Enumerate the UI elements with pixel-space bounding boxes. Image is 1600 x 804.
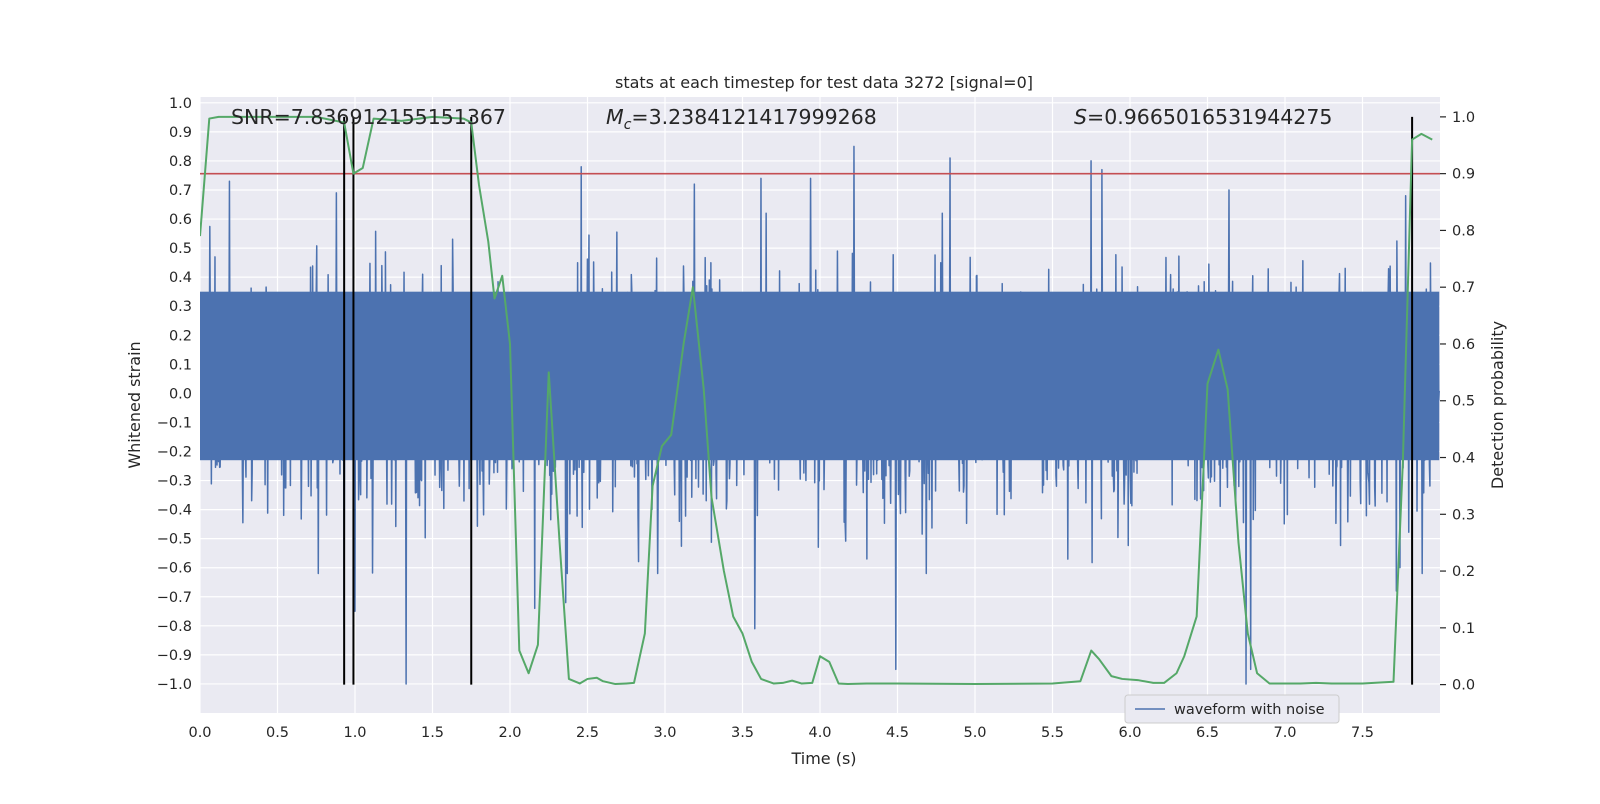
- y-tick-label: −0.7: [157, 590, 192, 606]
- y-tick-label: −1.0: [157, 677, 192, 693]
- plot-series: [200, 115, 1440, 686]
- waveform-series: [200, 145, 1440, 685]
- y-tick-label: −0.4: [157, 503, 192, 519]
- x-tick-label: 0.0: [188, 725, 211, 741]
- y-tick-label: −0.8: [157, 619, 192, 635]
- y-right-axis-label: Detection probability: [1488, 321, 1507, 489]
- axis-ticks: 0.0 0.5 1.0 1.5 2.0 2.5 3.0 3.5 4.0 4.5 5.0 5.5 6.0 6…: [157, 96, 1475, 741]
- chart-title: stats at each timestep for test data 327…: [615, 73, 1033, 92]
- y-right-tick-label: 0.8: [1452, 223, 1475, 239]
- snr-annotation: SNR=7.836912155151367: [231, 105, 506, 129]
- x-tick-label: 1.0: [343, 725, 366, 741]
- y-tick-label: 0.5: [169, 241, 192, 257]
- y-tick-label: 0.9: [169, 125, 192, 141]
- y-tick-label: 0.2: [169, 328, 192, 344]
- chirp-mass-annotation: Mc=3.2384121417999268: [606, 105, 877, 133]
- chirp-mass-symbol: M: [606, 105, 624, 129]
- s-score-annotation: S=0.9665016531944275: [1074, 105, 1332, 129]
- x-tick-label: 7.5: [1351, 725, 1374, 741]
- y-right-tick-label: 0.1: [1452, 621, 1475, 637]
- legend-box: [1124, 694, 1340, 724]
- y-tick-label: 0.3: [169, 299, 192, 315]
- y-tick-label: −0.2: [157, 444, 192, 460]
- y-tick-label: −0.5: [157, 532, 192, 548]
- x-tick-label: 5.0: [963, 725, 986, 741]
- y-tick-label: 0.8: [169, 154, 192, 170]
- y-tick-label: 0.1: [169, 357, 192, 373]
- x-axis-label: Time (s): [790, 749, 856, 768]
- x-tick-label: 1.5: [421, 725, 444, 741]
- y-right-tick-label: 0.4: [1452, 451, 1475, 467]
- probability-series: [200, 115, 1440, 686]
- y-tick-label: 0.4: [169, 270, 192, 286]
- y-tick-label: 0.0: [169, 386, 192, 402]
- x-tick-label: 3.0: [653, 725, 676, 741]
- y-right-tick-label: 0.9: [1452, 167, 1475, 183]
- y-tick-label: −0.6: [157, 561, 192, 577]
- y-right-tick-label: 0.0: [1452, 678, 1475, 694]
- x-tick-label: 3.5: [731, 725, 754, 741]
- y-right-tick-label: 0.5: [1452, 394, 1475, 410]
- y-right-tick-label: 0.7: [1452, 280, 1475, 296]
- detection-probability-line: [200, 115, 1433, 686]
- y-right-tick-label: 0.6: [1452, 337, 1475, 353]
- x-tick-label: 2.5: [576, 725, 599, 741]
- legend-label-waveform: waveform with noise: [1174, 702, 1325, 718]
- s-score-value: =0.9665016531944275: [1087, 105, 1332, 129]
- chirp-mass-value: =3.2384121417999268: [631, 105, 876, 129]
- s-score-symbol: S: [1074, 105, 1087, 129]
- x-tick-label: 6.0: [1118, 725, 1141, 741]
- y-right-tick-label: 0.3: [1452, 507, 1475, 523]
- x-tick-label: 0.5: [266, 725, 289, 741]
- x-tick-label: 4.5: [886, 725, 909, 741]
- legend: waveform with noise: [1124, 694, 1340, 724]
- chirp-mass-subscript: c: [624, 117, 632, 133]
- y-right-tick-label: 1.0: [1452, 110, 1475, 126]
- y-axis-label: Whitened strain: [125, 341, 144, 468]
- x-tick-label: 6.5: [1196, 725, 1219, 741]
- y-right-tick-label: 0.2: [1452, 564, 1475, 580]
- y-tick-label: 0.7: [169, 183, 192, 199]
- x-tick-label: 7.0: [1273, 725, 1296, 741]
- y-tick-label: 1.0: [169, 96, 192, 112]
- y-tick-label: −0.3: [157, 474, 192, 490]
- x-tick-label: 5.5: [1041, 725, 1064, 741]
- y-tick-label: −0.9: [157, 648, 192, 664]
- y-tick-label: 0.6: [169, 212, 192, 228]
- x-tick-label: 4.0: [808, 725, 831, 741]
- y-tick-label: −0.1: [157, 415, 192, 431]
- x-tick-label: 2.0: [498, 725, 521, 741]
- waveform-core-band: [200, 291, 1440, 461]
